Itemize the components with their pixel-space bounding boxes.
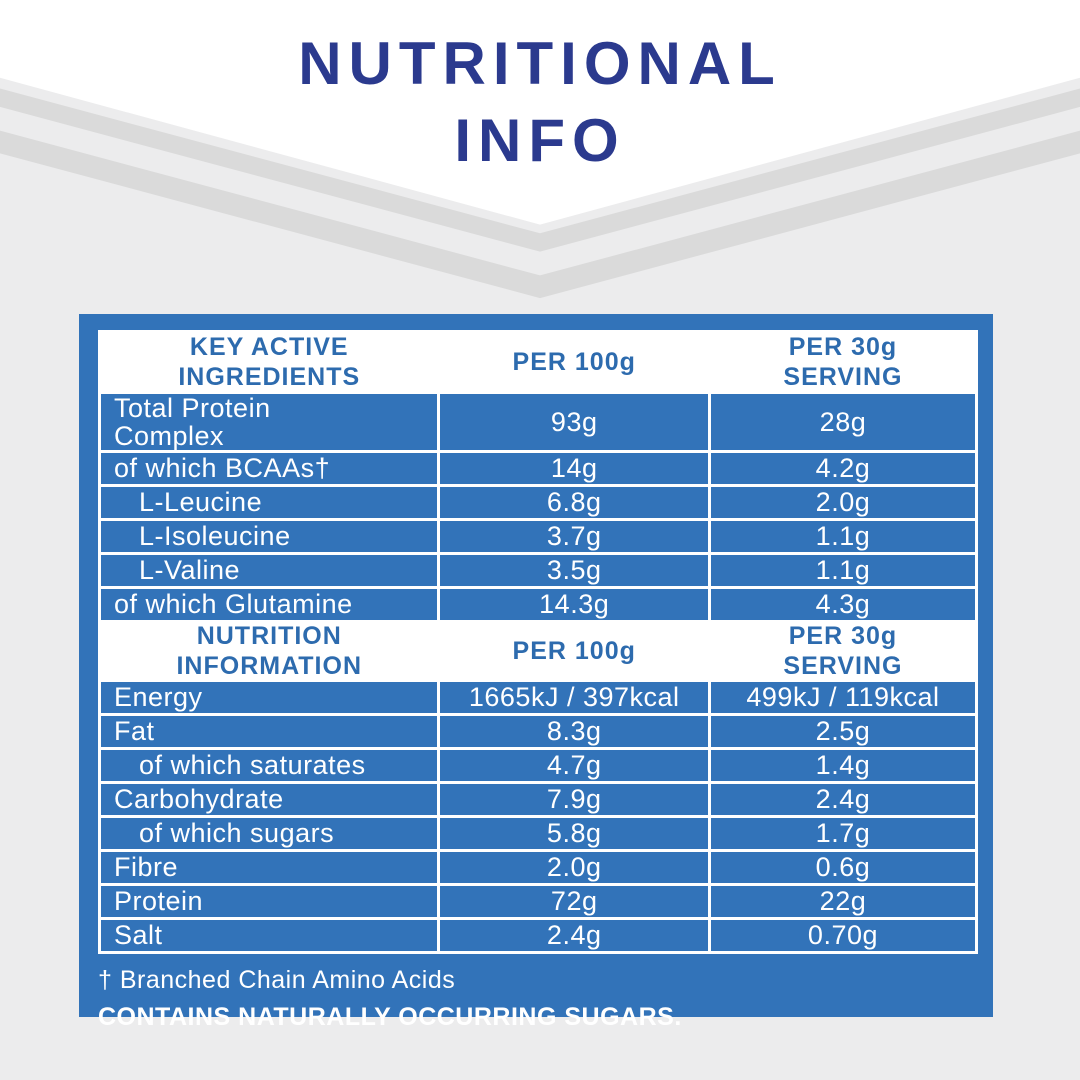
row-label-saturates: of which saturates bbox=[101, 750, 438, 781]
row-value-per-30g: 2.5g bbox=[710, 716, 975, 747]
row-value-per-30g: 4.3g bbox=[710, 589, 975, 620]
row-value-per-100g: 2.4g bbox=[440, 920, 708, 951]
column-header-per-100g: PER 100g bbox=[440, 333, 708, 391]
page-title: NUTRITIONAL INFO bbox=[298, 30, 782, 174]
row-label-carbohydrate: Carbohydrate bbox=[101, 784, 438, 815]
row-value-per-100g: 5.8g bbox=[440, 818, 708, 849]
nutrition-panel: KEY ACTIVE INGREDIENTS PER 100g PER 30g … bbox=[79, 314, 993, 1031]
column-header-nutrition-information: NUTRITION INFORMATION bbox=[101, 622, 438, 680]
row-value-per-100g: 3.5g bbox=[440, 555, 708, 586]
row-value-per-30g: 1.1g bbox=[710, 521, 975, 552]
row-value-per-100g: 14g bbox=[440, 453, 708, 484]
footnote-sugars: CONTAINS NATURALLY OCCURRING SUGARS. bbox=[98, 1002, 682, 1031]
row-label-energy: Energy bbox=[101, 682, 438, 713]
row-label-glutamine: of which Glutamine bbox=[101, 589, 438, 620]
row-label-l-isoleucine: L-Isoleucine bbox=[101, 521, 438, 552]
row-value-per-30g: 0.6g bbox=[710, 852, 975, 883]
row-value-per-30g: 1.7g bbox=[710, 818, 975, 849]
column-header-per-100g: PER 100g bbox=[440, 623, 708, 679]
column-header-key-active-ingredients: KEY ACTIVE INGREDIENTS bbox=[101, 333, 438, 391]
row-value-per-100g: 2.0g bbox=[440, 852, 708, 883]
row-value-per-100g: 14.3g bbox=[440, 589, 708, 620]
row-value-per-30g: 4.2g bbox=[710, 453, 975, 484]
row-value-per-100g: 7.9g bbox=[440, 784, 708, 815]
footnote-bcaa: † Branched Chain Amino Acids bbox=[98, 966, 456, 994]
row-value-per-100g: 1665kJ / 397kcal bbox=[440, 682, 708, 713]
row-value-per-100g: 93g bbox=[440, 394, 708, 450]
row-value-per-30g: 1.1g bbox=[710, 555, 975, 586]
row-label-fibre: Fibre bbox=[101, 852, 438, 883]
row-value-per-30g: 1.4g bbox=[710, 750, 975, 781]
column-header-per-30g-serving: PER 30g SERVING bbox=[710, 333, 975, 391]
nutrition-table: KEY ACTIVE INGREDIENTS PER 100g PER 30g … bbox=[98, 330, 978, 954]
row-value-per-100g: 6.8g bbox=[440, 487, 708, 518]
row-label-fat: Fat bbox=[101, 716, 438, 747]
row-value-per-30g: 28g bbox=[710, 394, 975, 450]
row-value-per-100g: 72g bbox=[440, 886, 708, 917]
row-value-per-100g: 3.7g bbox=[440, 521, 708, 552]
row-label-bcaas: of which BCAAs† bbox=[101, 453, 438, 484]
row-value-per-30g: 2.0g bbox=[710, 487, 975, 518]
row-label-l-valine: L-Valine bbox=[101, 555, 438, 586]
row-label-salt: Salt bbox=[101, 920, 438, 951]
row-label-protein: Protein bbox=[101, 886, 438, 917]
row-value-per-30g: 499kJ / 119kcal bbox=[710, 682, 975, 713]
row-value-per-100g: 4.7g bbox=[440, 750, 708, 781]
column-header-per-30g-serving: PER 30g SERVING bbox=[710, 622, 975, 680]
row-value-per-30g: 22g bbox=[710, 886, 975, 917]
row-value-per-30g: 0.70g bbox=[710, 920, 975, 951]
row-label-sugars: of which sugars bbox=[101, 818, 438, 849]
row-label-l-leucine: L-Leucine bbox=[101, 487, 438, 518]
row-value-per-100g: 8.3g bbox=[440, 716, 708, 747]
row-value-per-30g: 2.4g bbox=[710, 784, 975, 815]
row-label-total-protein-complex: Total Protein Complex bbox=[101, 393, 438, 450]
footnotes: † Branched Chain Amino Acids CONTAINS NA… bbox=[98, 964, 978, 1033]
